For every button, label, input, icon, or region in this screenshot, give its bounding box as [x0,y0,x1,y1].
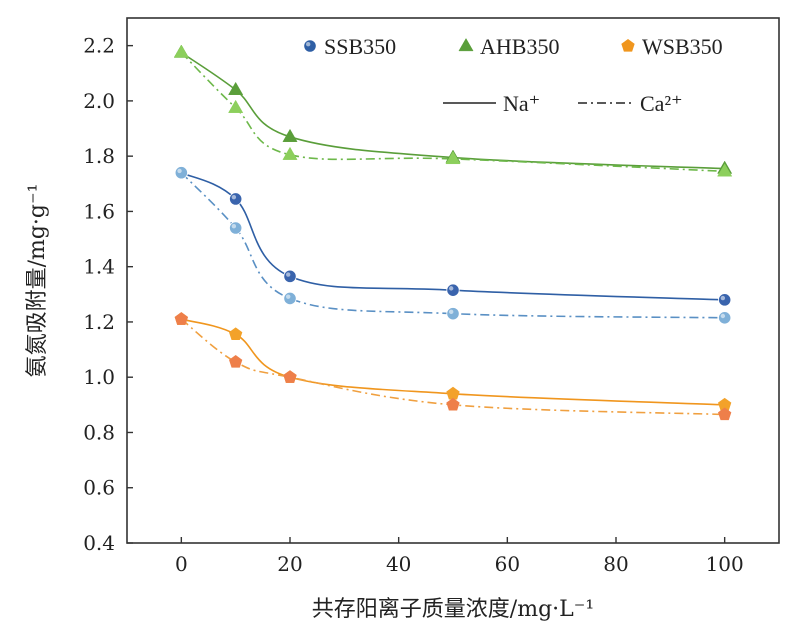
x-axis-title: 共存阳离子质量浓度/mg·L⁻¹ [312,597,594,622]
data-point-ssb350-ca [446,307,460,321]
data-point-wsb350-ca [174,312,188,325]
data-point-wsb350-ca [229,355,243,368]
y-tick-label: 1.8 [83,144,115,168]
data-point-ssb350-ca [718,311,732,325]
data-point-ssb350-na [283,269,297,283]
legend-label-na: Na⁺ [503,91,540,116]
series-line-ssb350-ca [180,172,725,319]
y-tick-label: 1.2 [83,310,115,334]
legend-label-wsb350: WSB350 [642,34,723,59]
y-tick-label: 2.2 [83,34,115,58]
data-point-ssb350-ca [229,221,243,235]
series-layer [173,44,733,421]
data-point-ahb350-ca [282,146,298,160]
data-point-wsb350-ca [718,407,732,421]
legend: SSB350 AHB350 WSB350 Na⁺ Ca²⁺ [303,34,723,116]
y-tick-label: 0.4 [83,531,115,555]
legend-label-ssb350: SSB350 [324,34,396,59]
x-tick-label: 20 [277,552,302,576]
series-line-ahb350-na [180,51,725,170]
data-point-ssb350-na [446,283,460,297]
data-point-ahb350-ca [445,150,461,165]
x-tick-label: 40 [386,552,411,576]
x-tick-label: 80 [603,552,628,576]
data-point-wsb350-na [718,397,732,411]
data-point-ssb350-na [718,293,732,307]
data-point-wsb350-na [229,327,243,341]
series-line-ssb350-na [180,172,725,301]
x-tick-label: 0 [175,552,188,576]
x-tick-label: 100 [706,552,744,576]
y-tick-label: 1.0 [83,365,115,389]
y-tick-label: 0.8 [83,420,115,444]
y-tick-label: 1.4 [83,255,115,279]
plot-frame [126,17,780,544]
data-point-ahb350-na [228,81,244,95]
data-point-wsb350-na [446,386,460,400]
legend-marker-wsb350 [621,39,635,52]
legend-label-ahb350: AHB350 [480,34,559,59]
data-point-wsb350-ca [283,370,297,383]
plot-border [126,17,780,544]
data-point-ahb350-ca [228,99,244,113]
data-point-ahb350-na [282,128,298,142]
legend-label-ca: Ca²⁺ [640,91,683,116]
y-tick-label: 0.6 [83,476,115,500]
data-point-wsb350-ca [446,397,460,411]
legend-marker-ahb350 [458,37,474,52]
data-point-ahb350-ca [717,163,733,177]
x-tick-label: 60 [495,552,520,576]
data-point-ahb350-ca [173,44,189,58]
y-tick-label: 2.0 [83,89,115,113]
legend-marker-ssb350 [303,39,317,53]
series-line-ahb350-ca [180,51,725,173]
data-point-ssb350-ca [283,291,297,306]
ticks-layer: 0 20 40 60 80 100 0.4 0.6 0.8 1.0 1.2 1.4 1.6 1.8 2.0 2… [83,34,744,576]
y-tick-label: 1.6 [83,199,115,223]
y-axis-title: 氨氮吸附量/mg·g⁻¹ [25,184,50,378]
data-point-ssb350-ca [174,166,188,180]
data-point-ssb350-na [229,192,243,206]
